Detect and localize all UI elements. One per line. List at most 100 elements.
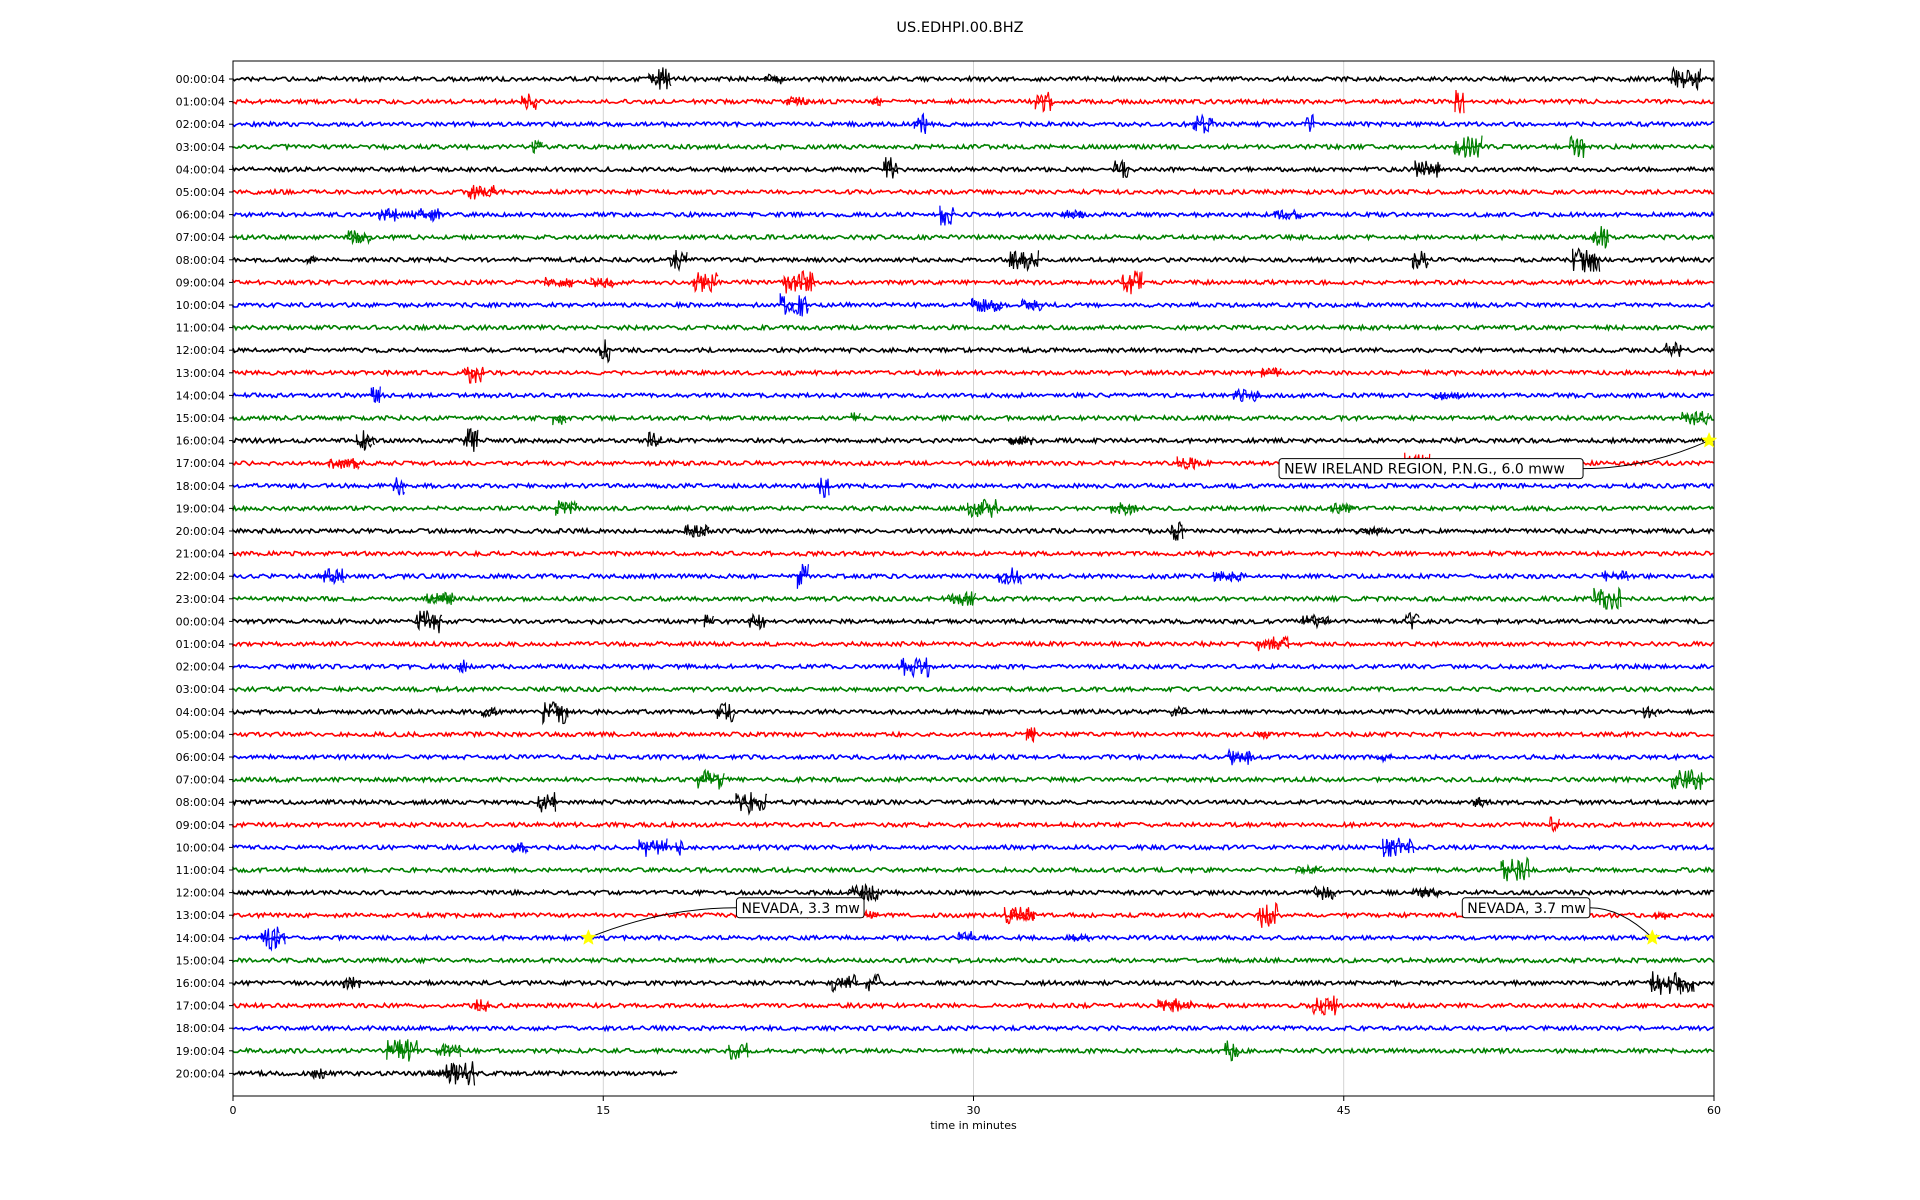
trace-burst bbox=[764, 73, 786, 85]
y-tick-label: 13:00:04 bbox=[176, 909, 225, 922]
trace-line bbox=[232, 820, 1715, 830]
y-tick-label: 04:00:04 bbox=[176, 706, 225, 719]
trace-line bbox=[232, 617, 1714, 626]
trace-line bbox=[232, 120, 1714, 129]
trace-burst bbox=[463, 427, 479, 452]
y-tick-label: 06:00:04 bbox=[176, 209, 225, 222]
trace-burst bbox=[344, 230, 373, 246]
trace-line bbox=[232, 933, 1715, 942]
trace-burst bbox=[536, 792, 557, 813]
trace-burst bbox=[260, 926, 280, 952]
trace-burst bbox=[1170, 705, 1188, 717]
trace-burst bbox=[850, 412, 861, 422]
trace-line bbox=[232, 1046, 1714, 1055]
event-star-marker bbox=[1644, 929, 1661, 945]
y-tick-label: 16:00:04 bbox=[176, 977, 225, 990]
trace-burst bbox=[481, 706, 498, 719]
trace-burst bbox=[312, 1068, 328, 1081]
trace-line bbox=[232, 956, 1715, 965]
trace-burst bbox=[1257, 901, 1279, 928]
y-tick-label: 01:00:04 bbox=[176, 638, 225, 651]
x-tick-label: 45 bbox=[1337, 1104, 1351, 1117]
trace-burst bbox=[675, 839, 685, 856]
trace-burst bbox=[1548, 816, 1560, 833]
trace-burst bbox=[1008, 250, 1040, 273]
y-tick-labels: 00:00:04 01:00:04 02:00:04 03:00:04 04:00:04… bbox=[176, 73, 233, 1080]
trace-line bbox=[232, 1001, 1715, 1010]
trace-burst bbox=[474, 999, 491, 1012]
y-tick-label: 00:00:04 bbox=[176, 615, 225, 628]
trace-burst bbox=[1068, 932, 1090, 943]
trace-burst bbox=[1170, 521, 1184, 541]
trace-line bbox=[232, 210, 1715, 219]
trace-burst bbox=[817, 477, 830, 499]
y-tick-label: 00:00:04 bbox=[176, 73, 225, 86]
trace-burst bbox=[1453, 135, 1483, 158]
trace-line bbox=[232, 888, 1714, 897]
trace-burst bbox=[590, 276, 615, 289]
trace-line bbox=[232, 413, 1714, 423]
trace-burst bbox=[544, 276, 574, 288]
trace-line bbox=[232, 142, 1715, 152]
y-tick-label: 07:00:04 bbox=[176, 774, 225, 787]
trace-burst bbox=[1212, 571, 1242, 583]
trace-burst bbox=[1312, 995, 1338, 1016]
trace-burst bbox=[668, 249, 688, 272]
trace-burst bbox=[1227, 747, 1253, 766]
trace-burst bbox=[1273, 208, 1302, 221]
trace-burst bbox=[1403, 611, 1420, 630]
trace-line bbox=[232, 639, 1715, 649]
trace-line bbox=[232, 752, 1714, 762]
trace-burst bbox=[1669, 65, 1702, 92]
y-tick-label: 02:00:04 bbox=[176, 661, 225, 674]
trace-burst bbox=[747, 612, 767, 631]
trace-burst bbox=[427, 1069, 451, 1079]
y-tick-label: 17:00:04 bbox=[176, 1000, 225, 1013]
trace-burst bbox=[1650, 971, 1682, 995]
trace-burst bbox=[913, 112, 930, 135]
y-tick-label: 06:00:04 bbox=[176, 751, 225, 764]
trace-burst bbox=[1382, 837, 1415, 858]
trace-burst bbox=[883, 157, 899, 179]
y-tick-label: 14:00:04 bbox=[176, 389, 225, 402]
trace-burst bbox=[1663, 341, 1683, 358]
trace-burst bbox=[703, 614, 714, 628]
trace-burst bbox=[648, 67, 672, 90]
trace-burst bbox=[1257, 730, 1271, 741]
trace-burst bbox=[414, 610, 443, 634]
trace-line bbox=[232, 798, 1714, 807]
trace-burst bbox=[1295, 863, 1323, 876]
x-tick-labels: 0 15 30 45 60 bbox=[230, 1096, 1721, 1117]
y-tick-label: 22:00:04 bbox=[176, 570, 225, 583]
y-tick-label: 19:00:04 bbox=[176, 502, 225, 515]
trace-burst bbox=[865, 973, 883, 992]
y-tick-label: 20:00:04 bbox=[176, 525, 225, 538]
event-connector bbox=[588, 907, 737, 939]
x-tick-label: 30 bbox=[967, 1104, 981, 1117]
y-tick-label: 10:00:04 bbox=[176, 841, 225, 854]
trace-line bbox=[232, 526, 1715, 536]
trace-line bbox=[232, 323, 1715, 332]
event-label: NEW IRELAND REGION, P.N.G., 6.0 mww bbox=[1284, 462, 1565, 478]
trace-burst bbox=[1472, 796, 1489, 809]
x-axis-label: time in minutes bbox=[930, 1119, 1017, 1132]
trace-line bbox=[232, 481, 1715, 491]
trace-burst bbox=[1355, 524, 1383, 537]
trace-burst bbox=[1223, 1040, 1240, 1062]
event-annotations: NEW IRELAND REGION, P.N.G., 6.0 mww NEVAD… bbox=[580, 431, 1718, 945]
event-connector bbox=[1589, 907, 1653, 939]
y-tick-label: 09:00:04 bbox=[176, 276, 225, 289]
trace-burst bbox=[435, 1042, 462, 1058]
trace-burst bbox=[378, 207, 399, 222]
trace-line bbox=[232, 730, 1714, 739]
trace-burst bbox=[1572, 247, 1601, 273]
trace-burst bbox=[1670, 769, 1704, 790]
trace-burst bbox=[783, 269, 816, 294]
trace-burst bbox=[1593, 586, 1622, 610]
trace-burst bbox=[462, 366, 485, 384]
y-tick-label: 08:00:04 bbox=[176, 796, 225, 809]
chart-title: US.EDHPI.00.BHZ bbox=[896, 20, 1024, 36]
y-tick-label: 12:00:04 bbox=[176, 887, 225, 900]
trace-burst bbox=[1003, 906, 1036, 925]
